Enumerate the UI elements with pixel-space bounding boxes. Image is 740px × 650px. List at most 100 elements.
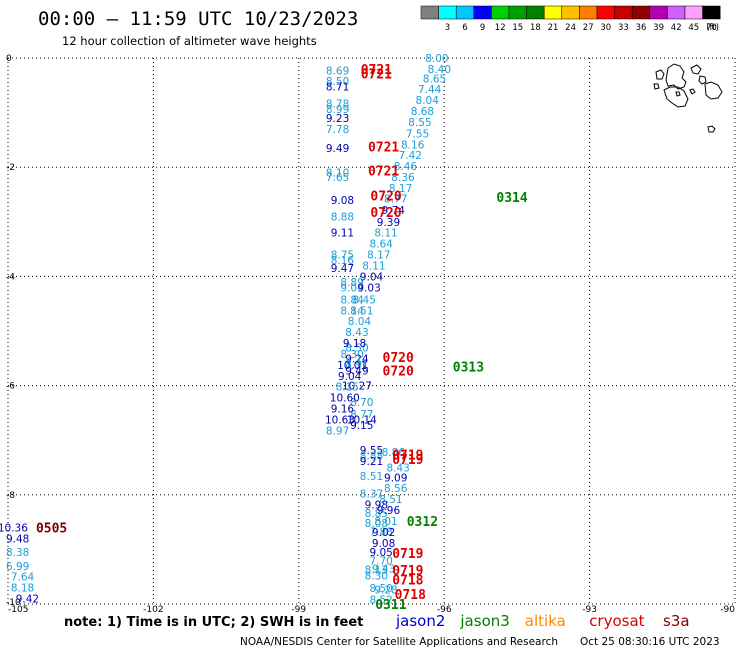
swh-value: 8.52 [369, 595, 392, 607]
time-label: 0720 [370, 206, 401, 221]
time-label: 0313 [453, 360, 484, 375]
time-label: 0719 [392, 453, 423, 468]
swh-value: 8.51 [350, 305, 373, 317]
swh-value: 10.63 [325, 414, 355, 426]
swh-value: 7.64 [11, 572, 35, 584]
swh-value: 8.91 [345, 359, 368, 371]
legend-label: 30 [600, 23, 611, 33]
swh-value: 8.17 [389, 183, 412, 195]
swh-value: 10.27 [342, 381, 372, 393]
swh-value: 8.51 [360, 471, 383, 483]
legend-swatch [508, 5, 527, 20]
swh-value: 9.48 [6, 533, 29, 545]
swh-value: 9.39 [377, 217, 400, 229]
swh-value: 8.51 [379, 494, 402, 506]
legend-swatch [420, 5, 439, 20]
x-tick-label: -93 [582, 605, 597, 615]
swh-value: 9.42 [16, 594, 39, 606]
swh-value: 8.50 [326, 76, 349, 88]
time-label: 0719 [392, 547, 423, 562]
swh-value: 7.88 [369, 526, 392, 538]
swh-value: 9.98 [365, 500, 388, 512]
swh-value: 8.45 [353, 294, 376, 306]
swh-value: 9.04 [338, 371, 362, 383]
satellite-s3a: s3a [663, 612, 690, 630]
swh-value: 9.74 [382, 205, 406, 217]
color-legend: 3 6 9 12 15 18 21 24 27 30 33 36 39 42 45 70(ft) [420, 5, 721, 33]
swh-value: 8.64 [369, 239, 393, 251]
swh-value: 8.69 [326, 66, 349, 78]
swh-value: 8.84 [340, 294, 364, 306]
swh-value: 9.03 [357, 282, 380, 294]
swh-value: 9.02 [372, 527, 395, 539]
swh-value: 9.09 [384, 472, 407, 484]
x-tick-label: -99 [291, 605, 306, 615]
legend-swatch [702, 5, 721, 20]
swh-value: 8.16 [401, 139, 425, 151]
swh-value: 8.15 [336, 382, 359, 394]
time-label: 0720 [383, 364, 414, 379]
y-tick-label: -6 [6, 382, 15, 392]
swh-points: 8.698.508.718.788.999.237.789.498.107.65… [0, 53, 451, 607]
legend-unit: (ft) [706, 23, 719, 33]
swh-value: 8.17 [367, 250, 390, 262]
swh-value: 9.05 [369, 547, 392, 559]
swh-value: 8.08 [365, 518, 388, 530]
swh-value: 8.75 [331, 250, 354, 262]
swh-value: 8.13 [365, 565, 388, 577]
swh-value: 7.78 [326, 124, 349, 136]
swh-value: 8.77 [384, 193, 407, 205]
legend-swatch [491, 5, 510, 20]
swh-value: 8.78 [326, 98, 349, 110]
swh-value: 9.96 [377, 505, 401, 517]
swh-value: 8.68 [411, 106, 434, 118]
footer-note: note: 1) Time is in UTC; 2) SWH is in fe… [64, 615, 363, 630]
time-label: 0505 [36, 522, 67, 537]
swh-value: 9.18 [343, 338, 366, 350]
time-label: 0720 [370, 190, 401, 205]
legend-swatch [579, 5, 598, 20]
swh-value: 9.21 [360, 456, 383, 468]
y-tick-label: -10 [6, 598, 21, 608]
y-tick-label: -8 [6, 491, 15, 501]
legend-swatch [631, 5, 651, 20]
swh-value: 9.47 [331, 263, 354, 275]
swh-value: 8.40 [428, 64, 451, 76]
swh-value: 8.86 [382, 447, 406, 459]
swh-value: 8.43 [345, 327, 368, 339]
swh-value: 8.50 [369, 583, 392, 595]
legend-label: 24 [565, 23, 576, 33]
swh-value: 8.11 [374, 228, 397, 240]
legend-swatch [543, 5, 563, 20]
y-tick-label: -4 [6, 272, 15, 282]
swh-value: 8.71 [326, 81, 349, 93]
swh-value: 8.00 [425, 53, 448, 65]
legend-label: 15 [512, 23, 523, 33]
swh-value: 10.36 [0, 523, 28, 535]
time-label: 0314 [496, 191, 527, 206]
swh-value: 8.70 [350, 397, 373, 409]
legend-swatch [455, 5, 475, 20]
legend-label: 12 [495, 23, 506, 33]
legend-swatch [684, 5, 703, 20]
swh-value: 9.11 [331, 228, 354, 240]
swh-value: 9.04 [360, 271, 384, 283]
swh-value: 9.49 [345, 365, 368, 377]
swh-value: 9.28 [374, 584, 397, 596]
legend-swatch [667, 5, 686, 20]
swh-value: 8.30 [365, 571, 388, 583]
legend-label: 9 [480, 23, 485, 33]
swh-value: 8.14 [340, 305, 364, 317]
chart-title: 00:00 – 11:59 UTC 10/23/2023 [38, 8, 358, 30]
swh-value: 10.01 [337, 360, 367, 372]
swh-value: 8.18 [11, 583, 34, 595]
time-label: 0718 [392, 573, 423, 588]
swh-value: 8.55 [408, 117, 431, 129]
footer-credit: NOAA/NESDIS Center for Satellite Applica… [240, 636, 558, 648]
time-label: 0720 [383, 351, 414, 366]
swh-value: 8.88 [331, 211, 354, 223]
swh-value: 9.23 [326, 113, 349, 125]
satellite-jason2: jason2 [395, 612, 445, 630]
satellite-cryosat: cryosat [589, 612, 644, 630]
galapagos-coastline [653, 63, 723, 133]
